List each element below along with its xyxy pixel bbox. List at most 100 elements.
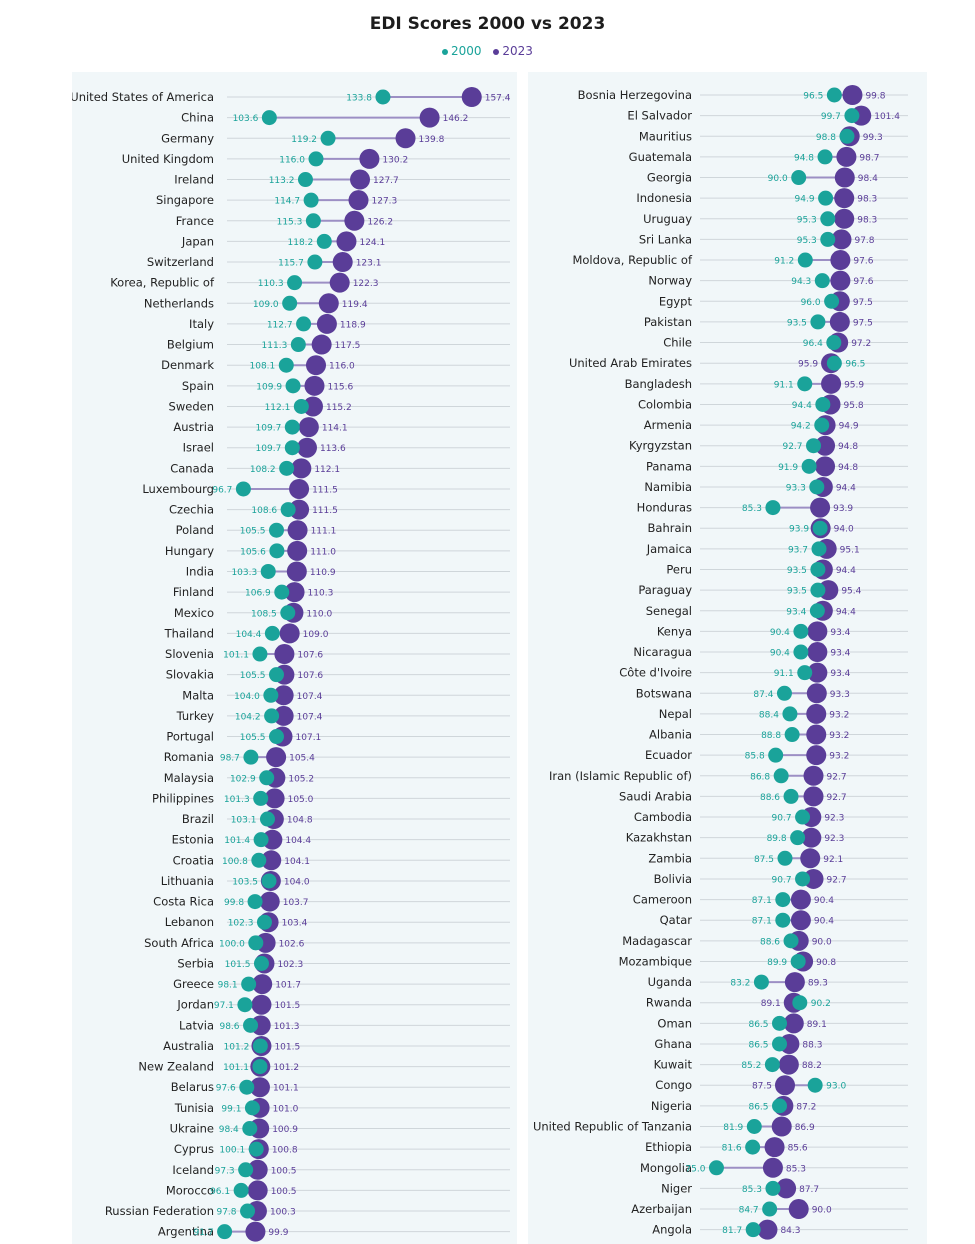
value-label-2023: 100.5 (271, 1187, 297, 1197)
row-right-44: Rwanda 90.2 89.1 (646, 992, 908, 1013)
marker-2000 (784, 727, 800, 743)
country-label: Estonia (172, 833, 214, 847)
row-left-9: Korea, Republic of 110.3 122.3 (110, 272, 510, 293)
value-label-2000: 115.3 (277, 217, 303, 227)
row-left-3: United Kingdom 116.0 130.2 (122, 148, 510, 169)
value-label-2023: 104.0 (284, 877, 310, 887)
marker-2000 (817, 149, 833, 165)
value-label-2000: 103.6 (233, 114, 259, 124)
value-label-2000: 101.3 (224, 795, 250, 805)
marker-2000 (746, 1119, 762, 1134)
marker-2000 (810, 582, 826, 598)
row-right-9: Norway 94.3 97.6 (648, 270, 908, 291)
value-label-2000: 89.9 (767, 958, 787, 968)
country-label: Ethiopia (645, 1140, 692, 1154)
value-label-2000: 97.3 (215, 1166, 235, 1176)
value-label-2000: 99.8 (224, 898, 244, 908)
row-right-21: Bahrain 93.9 94.0 (648, 518, 908, 539)
marker-2023 (783, 1013, 804, 1034)
country-label: Germany (161, 131, 214, 145)
value-label-2023: 127.7 (373, 176, 399, 186)
value-label-2000: 112.7 (267, 320, 293, 330)
marker-2000 (844, 108, 860, 124)
marker-2023 (359, 148, 380, 169)
marker-2000 (241, 976, 257, 992)
row-left-13: Denmark 108.1 116.0 (161, 355, 510, 376)
marker-2023 (800, 848, 821, 869)
country-label: Mozambique (619, 954, 692, 968)
value-label-2000: 93.9 (789, 525, 809, 535)
row-right-0: Bosnia Herzegovina 96.5 99.8 (578, 85, 908, 105)
value-label-2023: 123.1 (356, 259, 382, 269)
row-left-51: Cyprus 100.1 100.8 (174, 1139, 510, 1160)
value-label-2023: 104.8 (287, 816, 313, 826)
marker-2000 (290, 337, 306, 353)
row-left-32: Romania 98.7 105.4 (164, 747, 510, 768)
marker-2000 (320, 130, 336, 146)
value-label-2023: 88.3 (802, 1040, 822, 1050)
marker-2023 (304, 375, 325, 396)
country-label: Albania (649, 728, 692, 742)
value-label-2000: 90.4 (770, 628, 790, 638)
marker-2000 (783, 788, 799, 804)
marker-2000 (239, 1079, 255, 1095)
marker-2023 (274, 644, 295, 665)
value-label-2000: 91.9 (778, 463, 798, 473)
country-label: Kuwait (654, 1058, 693, 1072)
marker-2000 (818, 190, 834, 206)
country-label: Canada (170, 461, 214, 475)
value-label-2000: 103.1 (231, 816, 257, 826)
value-label-2023: 87.7 (799, 1185, 819, 1195)
country-label: Panama (646, 459, 692, 473)
row-right-40: Qatar 87.1 90.4 (660, 910, 908, 931)
value-label-2000: 115.7 (278, 259, 304, 269)
marker-2000 (773, 768, 789, 784)
value-label-2023: 112.1 (314, 465, 340, 475)
marker-2023 (279, 623, 300, 644)
row-right-39: Cameroon 87.1 90.4 (633, 889, 908, 910)
row-left-17: Israel 109.7 113.6 (183, 437, 510, 458)
value-label-2023: 97.6 (853, 277, 873, 287)
marker-2000 (753, 974, 769, 990)
country-label: Niger (661, 1181, 692, 1195)
marker-2000 (282, 295, 298, 311)
value-label-2023: 85.6 (788, 1144, 808, 1154)
country-label: Denmark (161, 358, 214, 372)
value-label-2000: 86.5 (748, 1040, 768, 1050)
marker-2023 (348, 190, 369, 211)
value-label-2023: 87.2 (796, 1102, 816, 1112)
marker-2023 (251, 994, 272, 1015)
marker-2000 (812, 520, 828, 536)
marker-2000 (814, 273, 830, 289)
marker-2023 (318, 293, 339, 314)
value-label-2000: 93.5 (787, 566, 807, 576)
value-label-2000: 95.3 (797, 215, 817, 225)
value-label-2023: 110.0 (306, 609, 332, 619)
marker-2000 (839, 128, 855, 144)
value-label-2023: 111.5 (312, 485, 338, 495)
country-label: South Africa (144, 936, 214, 950)
country-label: Egypt (659, 294, 693, 308)
value-label-2023: 114.1 (322, 424, 348, 434)
row-left-47: New Zealand 101.1 101.2 (138, 1056, 510, 1077)
value-label-2023: 94.0 (834, 525, 854, 535)
value-label-2023: 110.3 (308, 589, 334, 599)
value-label-2000: 87.5 (754, 855, 774, 865)
country-label: Italy (189, 317, 214, 331)
value-label-2023: 92.7 (827, 875, 847, 885)
value-label-2023: 102.3 (277, 960, 303, 970)
value-label-2023: 90.0 (812, 1206, 832, 1216)
value-label-2000: 98.8 (816, 133, 836, 143)
country-label: Côte d'Ivoire (619, 666, 692, 680)
country-label: Iran (Islamic Republic of) (549, 769, 692, 783)
value-label-2023: 119.4 (342, 300, 368, 310)
value-label-2023: 97.8 (854, 236, 874, 246)
country-label: Kazakhstan (626, 831, 692, 845)
value-label-2023: 111.5 (312, 506, 338, 516)
country-label: Ghana (654, 1037, 692, 1051)
row-left-14: Spain 109.9 115.6 (182, 375, 510, 396)
country-label: Belarus (171, 1080, 214, 1094)
row-left-21: Poland 105.5 111.1 (176, 520, 510, 541)
value-label-2000: 85.3 (742, 1185, 762, 1195)
